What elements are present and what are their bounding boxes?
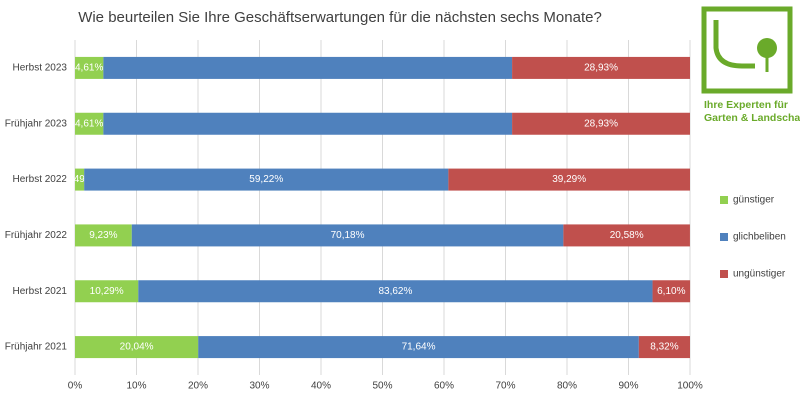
- x-tick-label: 80%: [557, 381, 577, 392]
- logo-shape: [713, 20, 755, 69]
- bar-segment: [75, 168, 85, 191]
- bar-segment: [563, 224, 690, 247]
- legend-swatch: [720, 196, 728, 204]
- bar-segment: [103, 56, 513, 79]
- chart-title: Wie beurteilen Sie Ihre Geschäftserwartu…: [78, 9, 602, 26]
- bar-segment: [638, 336, 690, 359]
- data-label: 39,29%: [552, 174, 586, 185]
- data-label: 83,62%: [378, 286, 412, 297]
- y-tick-label: Frühjahr 2022: [5, 230, 68, 241]
- legend-label: glichbeliben: [733, 232, 786, 243]
- bar-segment: [75, 112, 104, 135]
- x-tick-label: 20%: [188, 381, 208, 392]
- data-label: 59,22%: [249, 174, 283, 185]
- y-tick-label: Frühjahr 2021: [5, 342, 68, 353]
- data-label: 9,23%: [89, 230, 117, 241]
- x-tick-label: 50%: [372, 381, 392, 392]
- logo-text: Garten & Landschaft: [704, 112, 800, 124]
- y-tick-label: Herbst 2022: [13, 174, 68, 185]
- y-tick-label: Herbst 2021: [13, 286, 68, 297]
- bar-segment: [84, 168, 449, 191]
- bar-segment: [512, 112, 690, 135]
- data-label: 70,18%: [331, 230, 365, 241]
- data-label: 20,58%: [610, 230, 644, 241]
- data-label: 71,64%: [402, 342, 436, 353]
- x-tick-label: 10%: [126, 381, 146, 392]
- bar-segment: [512, 56, 690, 79]
- data-label: 4,61%: [75, 118, 103, 129]
- bar-segment: [103, 112, 513, 135]
- logo-text: Ihre Experten für: [704, 99, 788, 111]
- data-label: 8,32%: [650, 342, 678, 353]
- bar-segment: [75, 336, 199, 359]
- bar-segment: [138, 280, 653, 303]
- legend-label: ungünstiger: [733, 269, 786, 280]
- x-tick-label: 100%: [677, 381, 703, 392]
- legend-swatch: [720, 270, 728, 278]
- bar-segment: [75, 280, 139, 303]
- logo: Ihre Experten für Garten & Landschaft: [701, 6, 800, 124]
- data-label: 1,49%: [65, 174, 93, 185]
- bar-segment: [75, 224, 132, 247]
- legend-swatch: [720, 233, 728, 241]
- legend-label: günstiger: [733, 195, 775, 206]
- x-tick-label: 90%: [618, 381, 638, 392]
- x-tick-label: 30%: [249, 381, 269, 392]
- x-tick-label: 40%: [311, 381, 331, 392]
- y-tick-label: Herbst 2023: [13, 63, 68, 74]
- data-label: 20,04%: [120, 342, 154, 353]
- data-label: 28,93%: [584, 63, 618, 74]
- bar-segment: [652, 280, 691, 303]
- data-label: 10,29%: [90, 286, 124, 297]
- y-tick-label: Frühjahr 2023: [5, 118, 68, 129]
- bar-segment: [198, 336, 639, 359]
- x-tick-label: 60%: [434, 381, 454, 392]
- logo-frame: [701, 6, 793, 94]
- logo-tree: [757, 38, 777, 58]
- bar-segment: [131, 224, 564, 247]
- data-label: 6,10%: [657, 286, 685, 297]
- bar-segment: [448, 168, 690, 191]
- data-label: 28,93%: [584, 118, 618, 129]
- x-tick-label: 70%: [495, 381, 515, 392]
- bar-segment: [75, 56, 104, 79]
- data-label: 4,61%: [75, 63, 103, 74]
- x-tick-label: 0%: [68, 381, 83, 392]
